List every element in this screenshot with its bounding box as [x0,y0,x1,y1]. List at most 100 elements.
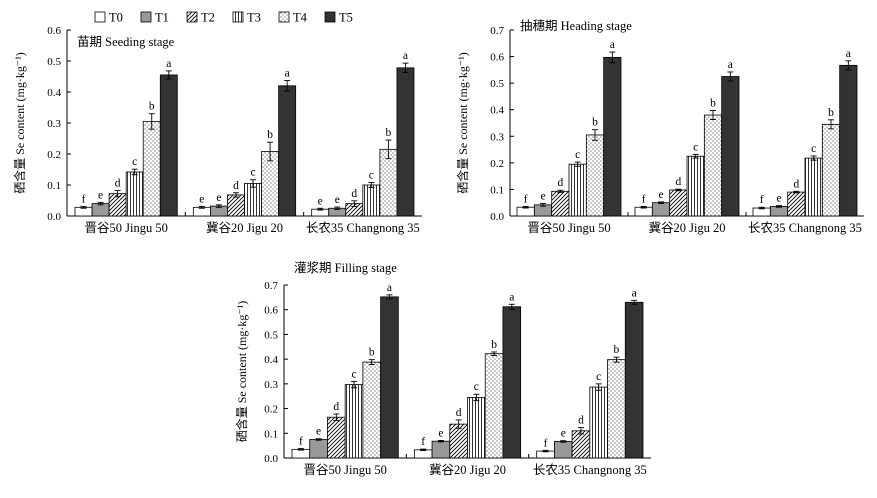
significance-letter: a [387,282,392,294]
significance-letter: c [596,371,601,383]
significance-letter: c [474,381,479,393]
significance-letter: f [544,437,548,449]
y-tick-label: 0.6 [264,305,278,317]
legend-swatch-t0 [94,11,106,23]
panel-3: 0.0 0.1 0.2 0.3 0.4 0.5 0.6 0.7 硒含量 Se content (… [234,260,651,477]
bar-t0 [291,448,311,459]
y-tick-label: 0.1 [490,184,504,196]
bar-t3 [467,397,486,459]
significance-letter: b [267,129,273,141]
y-axis-label: 硒含量 Se content (mg·kg⁻¹) [12,52,27,194]
legend-swatch-t3 [232,11,244,23]
bar-t1 [553,441,573,459]
bar-t1 [651,202,671,217]
y-tick-label: 0.1 [47,180,61,192]
y-tick-label: 0.4 [47,87,61,99]
significance-letter: a [403,50,408,62]
bar-t5 [839,64,858,217]
significance-letter: d [578,415,584,427]
category-label: 冀谷20 Jigu 20 [206,220,283,235]
panel-title: 抽穗期 Heading stage [520,19,632,33]
y-tick-label: 0.6 [490,52,504,64]
legend-label-t5: T5 [339,11,353,25]
significance-letter: e [335,194,340,206]
y-tick-label: 0.0 [47,211,61,223]
significance-letter: b [149,101,155,113]
significance-letter: f [524,193,528,205]
significance-letter: d [456,407,462,419]
y-tick-label: 0.7 [264,280,278,292]
significance-letter: e [540,191,545,203]
bar-t0 [413,449,433,459]
significance-letter: e [316,426,321,438]
y-tick-label: 0.3 [47,118,61,130]
bar-t2 [327,416,346,459]
bar-t3 [686,155,705,217]
bar-t0 [634,206,653,217]
bar-t4 [142,121,161,217]
y-tick-label: 0.6 [47,25,61,37]
significance-letter: d [675,176,681,188]
y-tick-label: 0.5 [264,329,278,341]
bar-t2 [551,190,570,217]
significance-letter: b [614,344,620,356]
bar-t5 [603,56,622,217]
category-label: 冀谷20 Jigu 20 [429,462,506,477]
bar-t5 [278,85,297,217]
significance-letter: a [632,287,637,299]
y-tick-label: 0.5 [47,56,61,68]
legend-swatch-t2 [186,11,198,23]
category-label: 晋谷50 Jingu 50 [303,463,386,477]
significance-letter: d [115,178,121,190]
category-label: 长农35 Changnong 35 [306,221,420,235]
bar-t2 [449,423,468,459]
significance-letter: a [728,59,733,71]
panel-title: 苗期 Seeding stage [77,35,175,49]
significance-letter: b [386,127,392,139]
significance-letter: a [285,68,290,80]
category-label: 晋谷50 Jingu 50 [84,221,167,235]
significance-letter: c [132,156,137,168]
bar-t1 [431,440,451,459]
significance-letter: a [166,58,171,70]
significance-letter: b [710,98,716,110]
bar-t2 [571,430,591,459]
bar-t1 [91,203,110,217]
category-label: 冀谷20 Jigu 20 [648,220,725,235]
legend-label-t4: T4 [293,11,308,25]
y-tick-label: 0.5 [490,78,504,90]
bar-t4 [379,148,398,217]
bar-t3 [589,386,608,459]
bar-t3 [125,171,144,217]
bar-t1 [769,206,789,217]
bar-t4 [607,359,626,459]
bar-t2 [787,191,806,217]
significance-letter: e [776,193,781,205]
y-tick-label: 0.0 [264,453,278,465]
y-tick-label: 0.2 [264,404,278,416]
bar-t3 [804,157,823,217]
significance-letter: d [233,180,239,192]
bar-t4 [362,361,382,459]
bar-t4 [585,134,605,217]
bar-t3 [568,163,587,217]
significance-letter: c [369,170,374,182]
significance-letter: e [216,192,221,204]
category-label: 长农35 Changnong 35 [533,463,647,477]
category-label: 长农35 Changnong 35 [748,221,862,235]
y-tick-label: 0.0 [490,211,504,223]
significance-letter: b [491,339,497,351]
significance-letter: e [98,189,103,201]
bar-t1 [309,439,328,459]
significance-letter: b [369,347,375,359]
significance-letter: c [250,167,255,179]
y-axis-label: 硒含量 Se content (mg·kg⁻¹) [455,52,470,194]
significance-letter: f [760,194,764,206]
y-tick-label: 0.4 [264,354,278,366]
bar-t5 [721,76,740,217]
y-axis-label: 硒含量 Se content (mg·kg⁻¹) [234,301,249,443]
significance-letter: d [793,178,799,190]
significance-letter: e [658,189,663,201]
y-tick-label: 0.3 [490,131,504,143]
